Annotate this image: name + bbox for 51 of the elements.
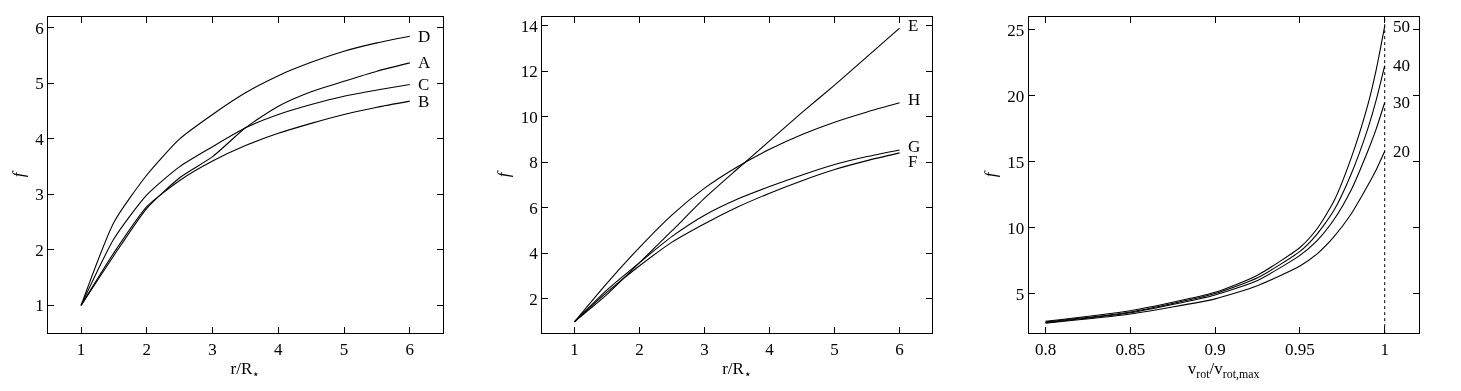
y-tick-label: 5 — [35, 74, 44, 94]
x-tick-label: 5 — [830, 339, 839, 359]
legend-label: C — [418, 75, 430, 94]
legend-label: D — [418, 27, 431, 46]
x-tick-label: 6 — [895, 339, 904, 359]
x-axis-title: r/R$_{⋆}$ — [722, 358, 752, 381]
y-tick-label: 15 — [1007, 152, 1025, 172]
x-tick-label: 0.85 — [1115, 339, 1146, 359]
x-tick-label: 3 — [208, 339, 217, 359]
legend-label: 30 — [1393, 93, 1410, 112]
y-tick-label: 4 — [35, 129, 45, 149]
x-tick-label: 3 — [700, 339, 709, 359]
y-tick-label: 3 — [35, 185, 44, 205]
y-tick-label: 4 — [529, 244, 539, 264]
x-axis-title: r/R$_{⋆}$ — [230, 358, 261, 381]
series-label: 40 — [1393, 56, 1410, 75]
y-tick-label: 6 — [529, 198, 538, 218]
x-tick-label: 2 — [635, 339, 644, 359]
x-tick-label: 0.9 — [1204, 339, 1226, 359]
x-tick-label: 6 — [405, 339, 415, 359]
x-tick-label: 1 — [570, 339, 579, 359]
x-tick-label: 4 — [765, 339, 775, 359]
legend-label: 20 — [1393, 142, 1410, 161]
y-axis-title: f — [980, 170, 1000, 178]
y-tick-label: 10 — [1007, 218, 1025, 238]
y-tick-label: 8 — [529, 153, 538, 173]
x-axis-title: v$_{rot}$/v$_{rot,max}$ — [1187, 358, 1260, 381]
y-tick-label: 1 — [35, 296, 44, 316]
x-tick-label: 0.8 — [1034, 339, 1057, 359]
x-tick-label: 1 — [1380, 339, 1389, 359]
legend-label: E — [908, 16, 919, 35]
y-tick-label: 6 — [35, 18, 44, 38]
x-tick-label: 5 — [339, 339, 349, 359]
legend-label: 50 — [1393, 17, 1410, 36]
y-tick-label: 14 — [520, 16, 539, 36]
y-tick-label: 20 — [1007, 86, 1025, 106]
y-tick-label: 12 — [520, 62, 538, 82]
y-tick-label: 5 — [1015, 284, 1025, 304]
series-label: H — [908, 90, 921, 109]
series-label: B — [418, 92, 430, 111]
x-tick-label: 0.95 — [1285, 339, 1315, 359]
y-axis-title: f — [494, 170, 514, 178]
y-tick-label: 10 — [520, 107, 538, 127]
y-tick-label: 25 — [1007, 20, 1025, 40]
y-tick-label: 2 — [529, 289, 538, 309]
x-tick-label: 1 — [76, 339, 86, 359]
x-tick-label: 4 — [274, 339, 284, 359]
y-axis-title: f — [8, 170, 28, 178]
x-tick-label: 2 — [142, 339, 152, 359]
series-label: A — [418, 53, 431, 72]
y-tick-label: 2 — [35, 240, 44, 260]
